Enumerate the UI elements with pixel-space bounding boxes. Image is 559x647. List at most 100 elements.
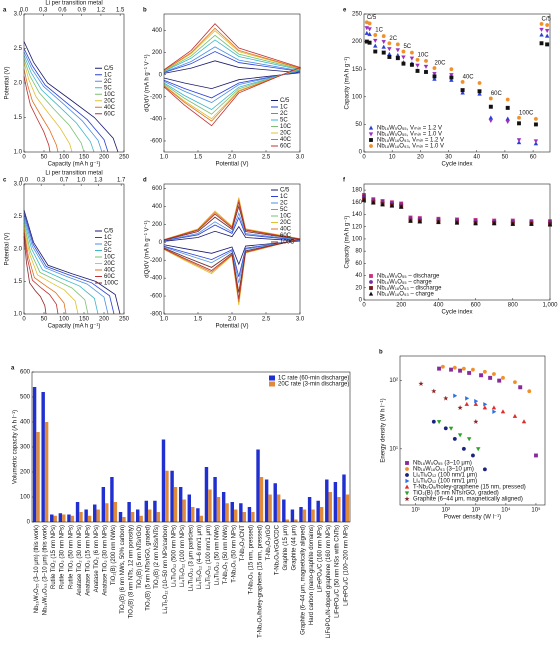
marker: [465, 396, 470, 401]
x-tick-label: 10²: [441, 508, 450, 514]
marker: [415, 63, 420, 68]
x-tick-label: 1.0: [160, 155, 169, 161]
marker: [408, 218, 413, 223]
marker: [381, 44, 386, 49]
legend-label: 60C: [280, 144, 292, 150]
bar: [139, 515, 143, 522]
marker: [443, 395, 449, 401]
marker: [453, 393, 458, 399]
x-tick-label: 50: [502, 155, 509, 161]
panel-label: d: [143, 178, 147, 184]
legend-label: 2C: [104, 79, 112, 85]
legend-label: 5C: [280, 207, 288, 213]
bar: [62, 514, 66, 522]
marker: [473, 221, 478, 226]
legend-label: 1C: [280, 194, 288, 200]
y-tick-label: 3.0: [14, 12, 23, 18]
marker: [369, 144, 373, 148]
marker: [491, 405, 497, 410]
marker: [545, 23, 550, 27]
bar: [204, 467, 209, 522]
bar: [216, 497, 221, 522]
series-line: [23, 226, 79, 315]
legend-label: 20C: [280, 220, 292, 226]
bar: [75, 502, 80, 522]
x-tick-label: Li₄Ti₅O₁₂ (500 nm NPs): [171, 525, 177, 587]
series-line: [23, 41, 119, 153]
marker: [477, 89, 482, 94]
marker: [395, 42, 400, 47]
marker: [461, 446, 466, 451]
bar: [242, 512, 247, 522]
legend-label: 40C: [280, 137, 292, 143]
x-tick-label: Li₄Ti₅O₁₂ (50 nm NWs): [214, 525, 220, 585]
x-tick-label: T-Nb₂O₅ (50 nm NWs): [223, 525, 229, 584]
x-axis-label: Power density (W l⁻¹): [444, 515, 501, 521]
x-tick-label: 1.5: [194, 155, 203, 161]
series-line: [23, 62, 73, 153]
marker: [401, 61, 406, 66]
legend-label: Nb₁₆W₅O₅₅ – charge: [377, 280, 432, 286]
legend-label: 10C: [104, 92, 116, 98]
marker: [405, 473, 409, 477]
y-axis-label: Volumetric capacity (A h l⁻¹): [13, 410, 19, 484]
series-line: [23, 222, 89, 315]
marker: [371, 200, 376, 205]
legend-label: 60C: [104, 111, 116, 117]
plot-area: [32, 387, 350, 522]
marker: [449, 77, 454, 82]
x-tick-label: 50: [41, 155, 48, 161]
bar: [79, 512, 83, 522]
marker: [431, 419, 436, 424]
x-tick-label: 10³: [471, 508, 480, 514]
axes-frame: [31, 371, 351, 523]
y-tick-label: 2.5: [14, 214, 23, 220]
bar: [165, 470, 169, 522]
x-tick-label: 250: [119, 155, 130, 161]
y-tick-label: 400: [152, 204, 163, 210]
bar: [290, 509, 295, 522]
y-tick-label: 500: [20, 395, 31, 401]
marker: [373, 33, 378, 37]
y-tick-label: 100: [20, 495, 31, 501]
x-tick-label: 200: [396, 303, 407, 309]
y-tick-label: 600: [152, 186, 163, 192]
x-tick-label: Graphite (6–44 μm, magnetically aligned): [300, 525, 306, 635]
x-tick-label: Nb₁₆W₅O₅₅ (3–10 μm) (this work): [34, 525, 40, 613]
marker: [417, 219, 423, 224]
series-line: [23, 235, 47, 315]
legend-label: 20C rate (3-min discharge): [278, 382, 349, 388]
x-tick-label: 40: [473, 155, 480, 161]
x-tick-label: Anatase TiO₂ (30 nm NPs): [77, 525, 83, 596]
bar: [105, 503, 109, 522]
bar: [196, 508, 200, 522]
x-tick-label: Anatase TiO₂ (15 nm NPs): [85, 525, 91, 596]
marker: [545, 42, 550, 47]
x2-tick-label: 0.3: [37, 178, 46, 184]
bar: [153, 500, 157, 522]
bar: [161, 439, 166, 522]
marker: [452, 436, 457, 441]
bar: [122, 517, 126, 522]
bar: [233, 509, 238, 522]
x-tick-label: TiO₂(B) (5 nm NTs/rGO): [137, 525, 143, 589]
bar: [148, 509, 152, 522]
x-tick-label: T-Nb₂O₅/CNT: [240, 525, 246, 562]
bar: [182, 499, 186, 522]
y-axis-label: Energy density (W h l⁻¹): [381, 398, 387, 462]
x2-tick-label: 1.0: [77, 178, 86, 184]
x-tick-label: 10⁵: [531, 507, 541, 514]
bar: [70, 515, 75, 522]
x-tick-label: TiO₂(B) (5 nm NTs/rGO, graded): [146, 525, 152, 611]
legend-label: 5C: [280, 118, 288, 124]
marker: [539, 21, 544, 26]
marker: [527, 389, 532, 394]
axes-frame: [23, 183, 125, 315]
marker: [460, 79, 465, 84]
x-tick-label: LiFePO₄/N-doped graphene (160 nm NPs): [326, 525, 332, 638]
marker: [367, 31, 372, 37]
x-tick-label: LiFePO₄/C (100–200 nm NPs): [343, 525, 349, 606]
legend-label: 1C: [104, 72, 112, 78]
legend-label: 5C: [104, 248, 112, 254]
x-tick-label: Graphite (15 μm): [283, 525, 289, 570]
